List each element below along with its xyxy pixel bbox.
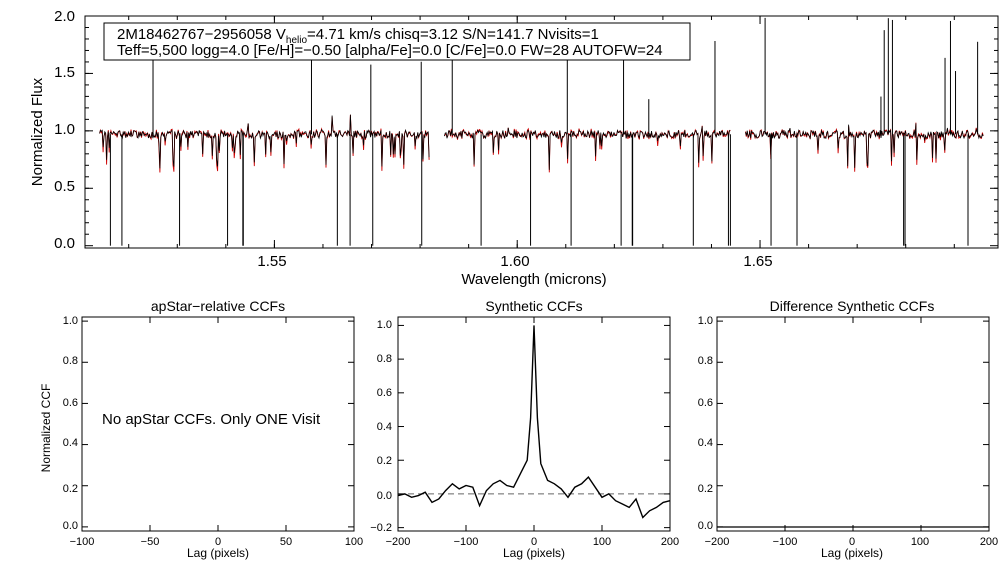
synthetic-x-tick-label: −200	[386, 536, 411, 548]
synthetic-x-tick-label: 200	[661, 536, 679, 548]
apstar-x-tick-label: 50	[280, 536, 292, 548]
synthetic-x-axis-label: Lag (pixels)	[503, 546, 565, 560]
difference-x-tick-label: 200	[980, 536, 998, 548]
observed-spectrum-trace	[99, 114, 430, 169]
info-box: 2M18462767−2956058 Vhelio=4.71 km/s chis…	[103, 22, 691, 61]
synthetic-ccf-curve	[397, 325, 671, 519]
apstar-y-axis-label: Normalized CCF	[39, 384, 53, 473]
spectrum-y-tick-label: 0.0	[54, 235, 75, 252]
spectrum-y-tick-label: 1.0	[54, 121, 75, 138]
spectrum-plot-frame	[84, 15, 999, 249]
apstar-x-tick-label: −50	[141, 536, 160, 548]
difference-x-axis-label: Lag (pixels)	[821, 546, 883, 560]
apstar-y-tick-label: 0.0	[63, 520, 78, 532]
difference-ticks	[716, 317, 990, 531]
apstar-y-tick-label: 0.4	[63, 437, 78, 449]
spectrum-traces	[99, 17, 984, 246]
synthetic-y-tick-label: 0.6	[377, 387, 392, 399]
difference-y-tick-label: 0.6	[698, 397, 713, 409]
difference-x-tick-label: 100	[911, 536, 929, 548]
difference-panel-title: Difference Synthetic CCFs	[770, 298, 935, 314]
spectrum-ticks	[85, 15, 998, 248]
difference-y-tick-label: 0.4	[698, 437, 713, 449]
synthetic-y-tick-label: 0.8	[377, 353, 392, 365]
apstar-x-tick-label: 0	[215, 536, 221, 548]
synthetic-panel-title: Synthetic CCFs	[485, 298, 582, 314]
spectrum-x-tick-label: 1.65	[743, 253, 772, 270]
difference-y-tick-label: 0.0	[698, 520, 713, 532]
difference-ccf-panel: Difference Synthetic CCFs 0.0 0.2 0.4 0.…	[698, 298, 998, 560]
apstar-y-tick-label: 1.0	[63, 315, 78, 327]
synthetic-x-tick-label: 0	[531, 536, 537, 548]
difference-plot-frame	[716, 316, 990, 532]
info-box-frame	[103, 22, 691, 61]
apstar-x-axis-label: Lag (pixels)	[187, 546, 249, 560]
info-line-2: Teff=5,500 logg=4.0 [Fe/H]=−0.50 [alpha/…	[117, 42, 663, 59]
difference-y-tick-label: 0.2	[698, 483, 713, 495]
difference-y-tick-label: 1.0	[698, 315, 713, 327]
observed-spectrum-trace	[444, 126, 731, 170]
spectrum-y-tick-label: 0.5	[54, 178, 75, 195]
no-ccf-message: No apStar CCFs. Only ONE Visit	[102, 411, 321, 428]
apstar-ticks	[81, 317, 355, 531]
difference-x-tick-label: −100	[773, 536, 798, 548]
apstar-x-tick-label: −100	[70, 536, 95, 548]
synthetic-x-tick-label: −100	[454, 536, 479, 548]
apstar-panel-title: apStar−relative CCFs	[151, 298, 285, 314]
spectrum-x-tick-label: 1.55	[257, 253, 286, 270]
apstar-ccf-panel: apStar−relative CCFs 0.0 0.2 0.4 0.6 0.8…	[39, 298, 363, 560]
synthetic-x-tick-label: 100	[593, 536, 611, 548]
synthetic-y-tick-label: 0.4	[377, 421, 392, 433]
spectrum-x-tick-label: 1.60	[500, 253, 529, 270]
synthetic-y-tick-label: 1.0	[377, 319, 392, 331]
apstar-y-tick-label: 0.6	[63, 397, 78, 409]
synthetic-ccf-panel: Synthetic CCFs −0.2 0.0 0.2 0.4 0.6 0.8 …	[370, 298, 679, 560]
spectrum-x-axis-label: Wavelength (microns)	[461, 271, 606, 288]
apstar-y-tick-label: 0.2	[63, 483, 78, 495]
synthetic-y-tick-label: 0.2	[377, 455, 392, 467]
apstar-y-tick-label: 0.8	[63, 355, 78, 367]
difference-x-tick-label: 0	[849, 536, 855, 548]
spectrum-y-tick-label: 1.5	[54, 64, 75, 81]
info-line-1: 2M18462767−2956058 Vhelio=4.71 km/s chis…	[117, 26, 599, 46]
difference-x-tick-label: −200	[705, 536, 730, 548]
spectrum-panel: 2.0 1.5 1.0 0.5 0.0 1.55 1.60 1.65 Wavel…	[29, 8, 999, 288]
difference-y-tick-label: 0.8	[698, 355, 713, 367]
spectrum-y-tick-label: 2.0	[54, 8, 75, 25]
synthetic-ticks	[397, 317, 671, 531]
spectrum-y-axis-label: Normalized Flux	[29, 77, 46, 186]
synthetic-y-tick-label: 0.0	[377, 490, 392, 502]
apstar-x-tick-label: 100	[345, 536, 363, 548]
synthetic-model-trace	[99, 114, 430, 173]
synthetic-y-tick-label: −0.2	[370, 522, 392, 534]
observed-spectrum-trace	[745, 123, 984, 168]
